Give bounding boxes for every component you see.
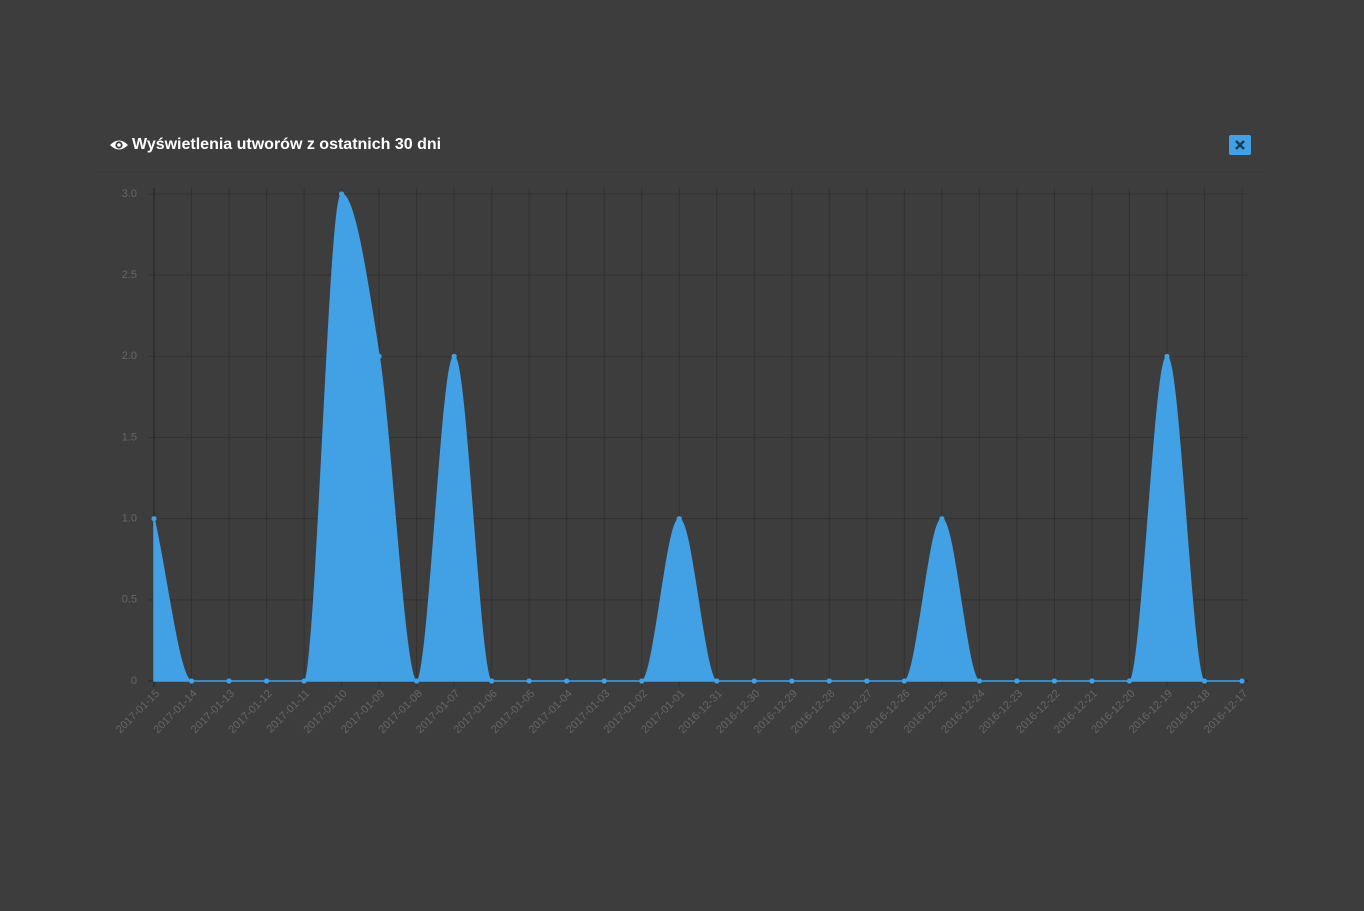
point (1014, 678, 1020, 684)
point (301, 678, 307, 684)
point (376, 353, 382, 359)
y-tick-label: 0.5 (122, 594, 137, 606)
point (226, 678, 232, 684)
point (188, 678, 195, 684)
modal-title: Wyświetlenia utworów z ostatnich 30 dni (132, 136, 441, 153)
point (901, 678, 907, 684)
point (714, 678, 720, 684)
point (414, 678, 420, 684)
point (1051, 678, 1058, 684)
point (826, 678, 832, 684)
area (153, 193, 1242, 682)
point (601, 678, 607, 684)
point (1089, 678, 1095, 684)
point (526, 678, 532, 684)
point (1239, 678, 1245, 684)
close-button[interactable] (1229, 135, 1251, 155)
eye-icon (110, 140, 128, 150)
y-tick-label: 1.0 (122, 513, 137, 525)
point (338, 191, 345, 197)
point (676, 516, 682, 522)
point (1201, 678, 1208, 684)
point (751, 678, 757, 684)
point (1164, 353, 1170, 359)
point (564, 678, 570, 684)
y-tick-label: 2.0 (122, 350, 137, 362)
y-tick-label: 3.0 (122, 188, 137, 200)
point (1126, 678, 1133, 684)
point (939, 516, 945, 522)
y-tick-label: 2.5 (122, 269, 137, 281)
point (451, 353, 457, 359)
point (789, 678, 795, 684)
point (864, 678, 870, 684)
point (489, 678, 495, 684)
y-tick-label: 0 (131, 675, 137, 687)
point (639, 678, 645, 684)
point (263, 678, 270, 684)
y-tick-label: 1.5 (122, 431, 137, 443)
point (151, 516, 157, 522)
point (976, 678, 982, 684)
